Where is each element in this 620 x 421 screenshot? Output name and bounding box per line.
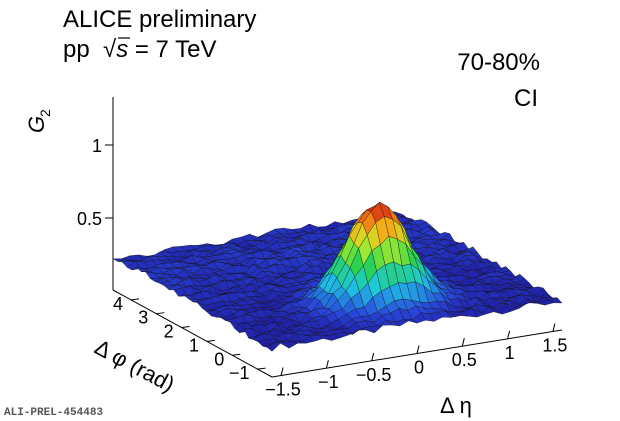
z-axis-title-sub: 2 <box>37 109 53 117</box>
phi-tick-label: 1 <box>189 335 199 355</box>
experiment-label: ALICE preliminary <box>63 6 256 33</box>
surface-mesh <box>112 201 563 352</box>
phi-tick <box>181 326 190 329</box>
phi-tick-label: 2 <box>164 322 174 342</box>
eta-tick <box>507 330 511 339</box>
system-label: pp √s = 7 TeV <box>63 36 217 63</box>
phi-tick <box>257 367 266 370</box>
eta-tick <box>461 338 465 347</box>
s-symbol: s <box>116 36 128 63</box>
eta-tick-label: −1.5 <box>265 380 301 400</box>
phi-tick <box>156 312 165 315</box>
energy-value: = 7 TeV <box>128 36 216 63</box>
charge-combination-label: CI <box>514 85 538 112</box>
phi-tick <box>206 339 215 342</box>
eta-tick-label: −1 <box>318 372 339 392</box>
system-prefix: pp <box>63 36 103 63</box>
phi-tick <box>130 298 140 301</box>
phi-axis-line <box>112 289 273 378</box>
eta-tick <box>371 352 375 361</box>
z-tick-label-1: 1 <box>92 136 102 156</box>
eta-tick <box>416 345 420 354</box>
phi-tick-label: 4 <box>113 294 123 314</box>
z-axis-title: G 2 <box>24 109 53 133</box>
z-axis-title-main: G <box>24 116 49 133</box>
eta-tick-label: 0.5 <box>452 350 477 370</box>
surface-cell <box>548 297 563 304</box>
z-tick-label-05: 0.5 <box>77 209 102 229</box>
phi-tick-label: 0 <box>214 349 224 369</box>
eta-tick <box>552 323 556 332</box>
eta-tick-label: −0.5 <box>356 365 392 385</box>
eta-tick-label: 0 <box>414 358 424 378</box>
eta-tick-label: 1.5 <box>542 335 567 355</box>
phi-axis-title: Δ φ (rad) <box>91 334 179 397</box>
figure-id: ALI-PREL-454483 <box>4 407 103 419</box>
phi-tick-label: 3 <box>138 308 148 328</box>
eta-axis-title: Δ η <box>440 393 472 418</box>
centrality-label: 70-80% <box>457 49 540 76</box>
eta-tick <box>325 360 329 369</box>
sqrt-symbol: √ <box>103 36 117 63</box>
eta-tick <box>280 367 284 376</box>
eta-tick-label: 1 <box>505 343 515 363</box>
eta-ticks: −1.5 −1 −0.5 0 0.5 1 1.5 <box>265 323 567 400</box>
phi-tick <box>232 353 241 356</box>
phi-tick-label: −1 <box>229 363 250 383</box>
